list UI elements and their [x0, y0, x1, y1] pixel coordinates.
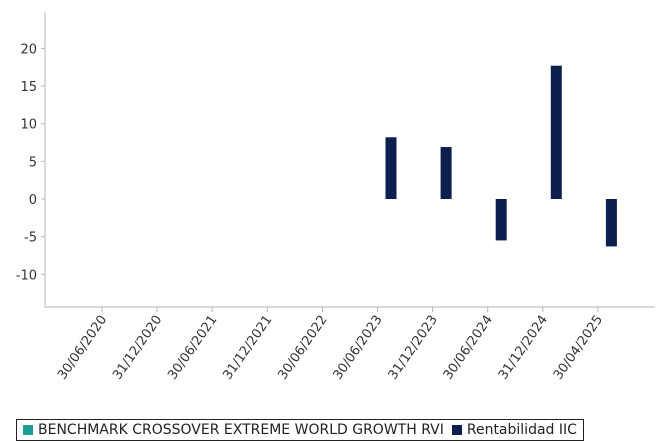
- legend-label-rentabilidad: Rentabilidad IIC: [466, 422, 577, 438]
- x-tick-label: 30/06/2022: [275, 313, 330, 383]
- bar-rentabilidad-30-06-2023[interactable]: [385, 137, 397, 199]
- y-tick-label: 10: [20, 118, 37, 133]
- legend-item-rentabilidad[interactable]: Rentabilidad IIC: [451, 422, 577, 438]
- x-tick-label: 31/12/2023: [386, 313, 441, 383]
- x-tick-label: 31/12/2021: [220, 313, 275, 383]
- x-tick-label: 30/06/2024: [441, 313, 496, 383]
- bar-rentabilidad-30-04-2025[interactable]: [605, 199, 617, 247]
- y-tick-label: -5: [24, 231, 37, 246]
- x-axis-ticks: 30/06/2020 31/12/2020 30/06/2021 31/12/2021…: [55, 307, 606, 383]
- y-tick-label: 15: [20, 80, 37, 95]
- legend-swatch-rentabilidad: [451, 425, 462, 435]
- y-tick-label: 20: [20, 42, 37, 57]
- y-tick-label: 5: [29, 155, 37, 170]
- y-tick-label: -10: [16, 268, 37, 283]
- x-tick-label: 30/06/2023: [331, 313, 386, 383]
- bar-rentabilidad-31-12-2024[interactable]: [550, 65, 562, 200]
- bar-rentabilidad-30-06-2024[interactable]: [495, 199, 507, 241]
- legend-item-benchmark[interactable]: BENCHMARK CROSSOVER EXTREME WORLD GROWTH…: [23, 422, 444, 438]
- legend-label-benchmark: BENCHMARK CROSSOVER EXTREME WORLD GROWTH…: [38, 422, 444, 438]
- legend: BENCHMARK CROSSOVER EXTREME WORLD GROWTH…: [16, 419, 584, 441]
- x-tick-label: 31/12/2020: [110, 313, 165, 383]
- x-tick-label: 30/04/2025: [551, 313, 606, 383]
- bar-rentabilidad-31-12-2023[interactable]: [440, 147, 452, 199]
- y-axis-ticks: 20 15 10 5 0 -5 -10: [16, 42, 45, 283]
- legend-swatch-benchmark: [23, 425, 33, 435]
- bars: [385, 65, 617, 247]
- y-tick-label: 0: [29, 193, 37, 208]
- x-tick-label: 31/12/2024: [496, 313, 551, 383]
- x-tick-label: 30/06/2020: [55, 313, 110, 383]
- x-tick-label: 30/06/2021: [165, 313, 220, 383]
